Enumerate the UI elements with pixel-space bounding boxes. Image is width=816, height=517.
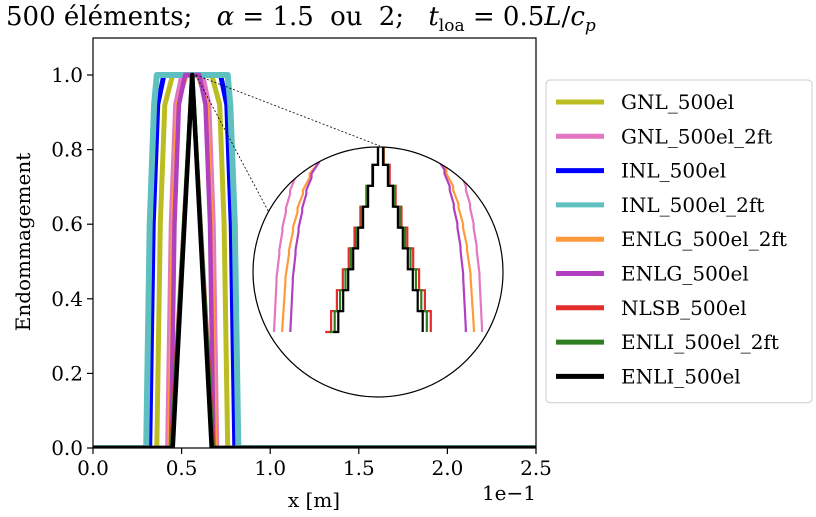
chart-title: 500 éléments; α = 1.5 ou 2; tloa = 0.5L/… bbox=[6, 2, 596, 36]
inset-line-enlg-500el bbox=[289, 147, 467, 333]
y-tick-label: 0.6 bbox=[51, 212, 83, 236]
axis-ticks: 0.0 0.5 1.0 1.5 2.0 2.5 0.0 0.2 0.4 0.6 0.8 1.0 bbox=[51, 63, 552, 480]
inset-line-enlg-500el-2ft bbox=[281, 147, 475, 333]
inset-border bbox=[252, 146, 504, 398]
title-t: t bbox=[428, 2, 439, 32]
inset-connector-line bbox=[195, 74, 381, 147]
title-prefix: 500 éléments; bbox=[6, 2, 193, 32]
y-tick-label: 0.8 bbox=[51, 138, 83, 162]
title-L: L bbox=[544, 2, 562, 32]
y-tick-label: 0.2 bbox=[51, 361, 83, 385]
title-slash: / bbox=[561, 2, 571, 32]
legend-label-enli-500el: ENLI_500el bbox=[621, 364, 741, 388]
legend-label-enlg-500el-2ft: ENLG_500el_2ft bbox=[621, 227, 787, 251]
axes-frame bbox=[92, 37, 537, 449]
inset-background bbox=[253, 147, 503, 397]
x-tick-label: 0.0 bbox=[77, 456, 109, 480]
x-tick-label: 1.5 bbox=[343, 456, 375, 480]
x-tick-label: 0.5 bbox=[166, 456, 198, 480]
title-ou: ou bbox=[330, 2, 363, 32]
zoom-inset bbox=[195, 74, 504, 398]
legend-label-inl-500el-2ft: INL_500el_2ft bbox=[621, 193, 764, 217]
inset-curves bbox=[253, 147, 503, 334]
legend-label-gnl-500el: GNL_500el bbox=[621, 90, 734, 114]
title-t-sub: loa bbox=[438, 16, 465, 37]
title-t-eq: = 0.5 bbox=[464, 2, 545, 32]
title-c-sub: p bbox=[584, 16, 596, 37]
legend: GNL_500el GNL_500el_2ft INL_500el INL_500el… bbox=[545, 79, 813, 404]
inset-connector-line bbox=[195, 74, 274, 221]
legend-box bbox=[545, 79, 813, 404]
y-tick-label: 0.0 bbox=[51, 436, 83, 460]
x-axis-label: x [m] bbox=[288, 488, 340, 512]
x-tick-label: 2.5 bbox=[520, 456, 552, 480]
y-axis-label: Endommagement bbox=[11, 153, 35, 332]
title-c: c bbox=[570, 2, 585, 32]
inset-line-enli-500el bbox=[333, 147, 424, 334]
plot-area-border bbox=[92, 37, 537, 449]
legend-label-enlg-500el: ENLG_500el bbox=[621, 262, 749, 286]
y-tick-label: 0.4 bbox=[51, 287, 83, 311]
title-alpha-eq: = 1.5 bbox=[234, 2, 314, 32]
curves-layer bbox=[93, 72, 536, 448]
x-tick-label: 1.0 bbox=[254, 456, 286, 480]
legend-label-nlsb-500el: NLSB_500el bbox=[621, 296, 747, 320]
title-alpha: α bbox=[216, 2, 235, 32]
legend-label-enli-500el-2ft: ENLI_500el_2ft bbox=[621, 330, 779, 354]
legend-label-inl-500el: INL_500el bbox=[621, 159, 726, 183]
series-line-enli-500el bbox=[93, 72, 536, 448]
inset-line-gnl-500el-2ft bbox=[272, 147, 484, 333]
y-tick-label: 1.0 bbox=[51, 63, 83, 87]
x-offset-label: 1e−1 bbox=[482, 481, 536, 505]
title-two: 2; bbox=[378, 2, 405, 32]
x-tick-label: 2.0 bbox=[431, 456, 463, 480]
legend-label-gnl-500el-2ft: GNL_500el_2ft bbox=[621, 124, 772, 148]
